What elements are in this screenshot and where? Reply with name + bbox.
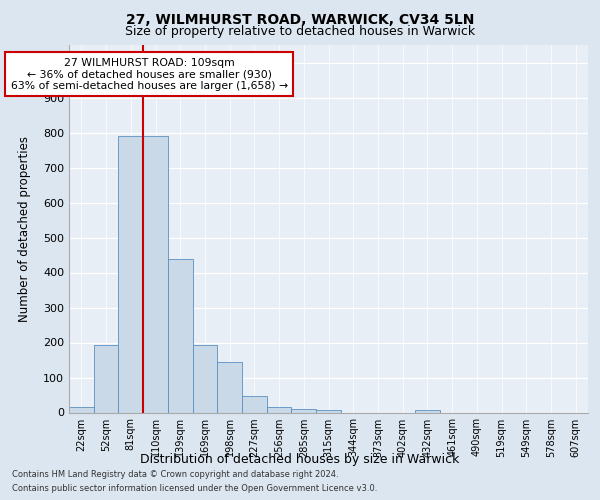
Bar (193, 345, 217, 412)
Bar (69, 407, 94, 412)
Bar (118, 136, 143, 412)
Bar (292, 409, 316, 412)
Text: Size of property relative to detached houses in Warwick: Size of property relative to detached ho… (125, 25, 475, 38)
Text: 27, WILMHURST ROAD, WARWICK, CV34 5LN: 27, WILMHURST ROAD, WARWICK, CV34 5LN (126, 12, 474, 26)
Bar (267, 407, 292, 412)
Bar (415, 410, 440, 412)
Text: Contains public sector information licensed under the Open Government Licence v3: Contains public sector information licen… (12, 484, 377, 493)
Bar (168, 258, 193, 412)
Y-axis label: Number of detached properties: Number of detached properties (17, 136, 31, 322)
Text: 27 WILMHURST ROAD: 109sqm
← 36% of detached houses are smaller (930)
63% of semi: 27 WILMHURST ROAD: 109sqm ← 36% of detac… (11, 58, 288, 91)
Text: Distribution of detached houses by size in Warwick: Distribution of detached houses by size … (140, 452, 460, 466)
Bar (316, 410, 341, 412)
Text: Contains HM Land Registry data © Crown copyright and database right 2024.: Contains HM Land Registry data © Crown c… (12, 470, 338, 479)
Bar (94, 345, 118, 412)
Bar (217, 362, 242, 412)
Bar (143, 136, 168, 412)
Bar (242, 396, 267, 412)
